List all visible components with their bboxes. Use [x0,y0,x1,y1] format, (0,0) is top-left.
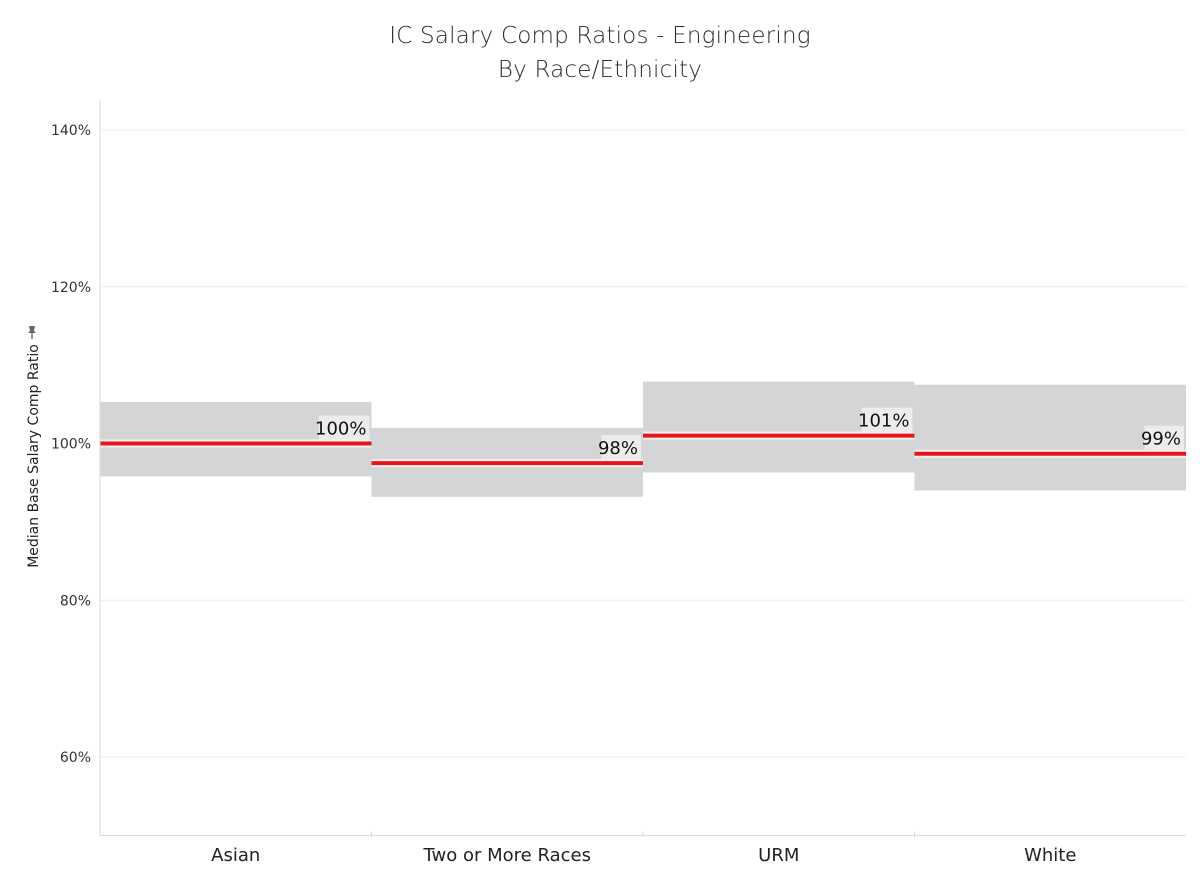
range-band [914,384,1186,491]
data-label: 100% [315,419,366,440]
x-category-label: URM [758,845,799,866]
data-label: 99% [1141,429,1181,450]
y-axis-title-group: Median Base Salary Comp Ratio [26,326,42,568]
y-tick-label: 140% [51,123,91,139]
y-axis-title: Median Base Salary Comp Ratio [26,344,42,568]
data-label: 98% [598,438,638,459]
median-lines [100,431,1186,468]
y-tick-label: 80% [60,593,91,609]
data-label-bg [1144,425,1184,450]
x-category-label: White [1024,845,1076,866]
pin-icon[interactable] [28,326,36,339]
chart-subtitle: By Race/Ethnicity [497,57,703,83]
x-category-label: Asian [211,845,260,866]
x-category-label: Two or More Races [423,845,591,866]
y-tick-label: 120% [51,280,91,296]
y-tick-label: 100% [51,437,91,453]
axes: 60% 80% 100% 120% 140% Asian Two or More Races… [51,100,1186,866]
data-labels: 100% 98% 101% 99% [315,407,1184,460]
data-label-bg [601,435,641,460]
data-label-bg [318,415,370,440]
data-label: 101% [858,411,909,432]
chart-title: IC Salary Comp Ratios - Engineering [389,23,811,49]
data-label-bg [861,407,913,432]
y-tick-label: 60% [60,750,91,766]
